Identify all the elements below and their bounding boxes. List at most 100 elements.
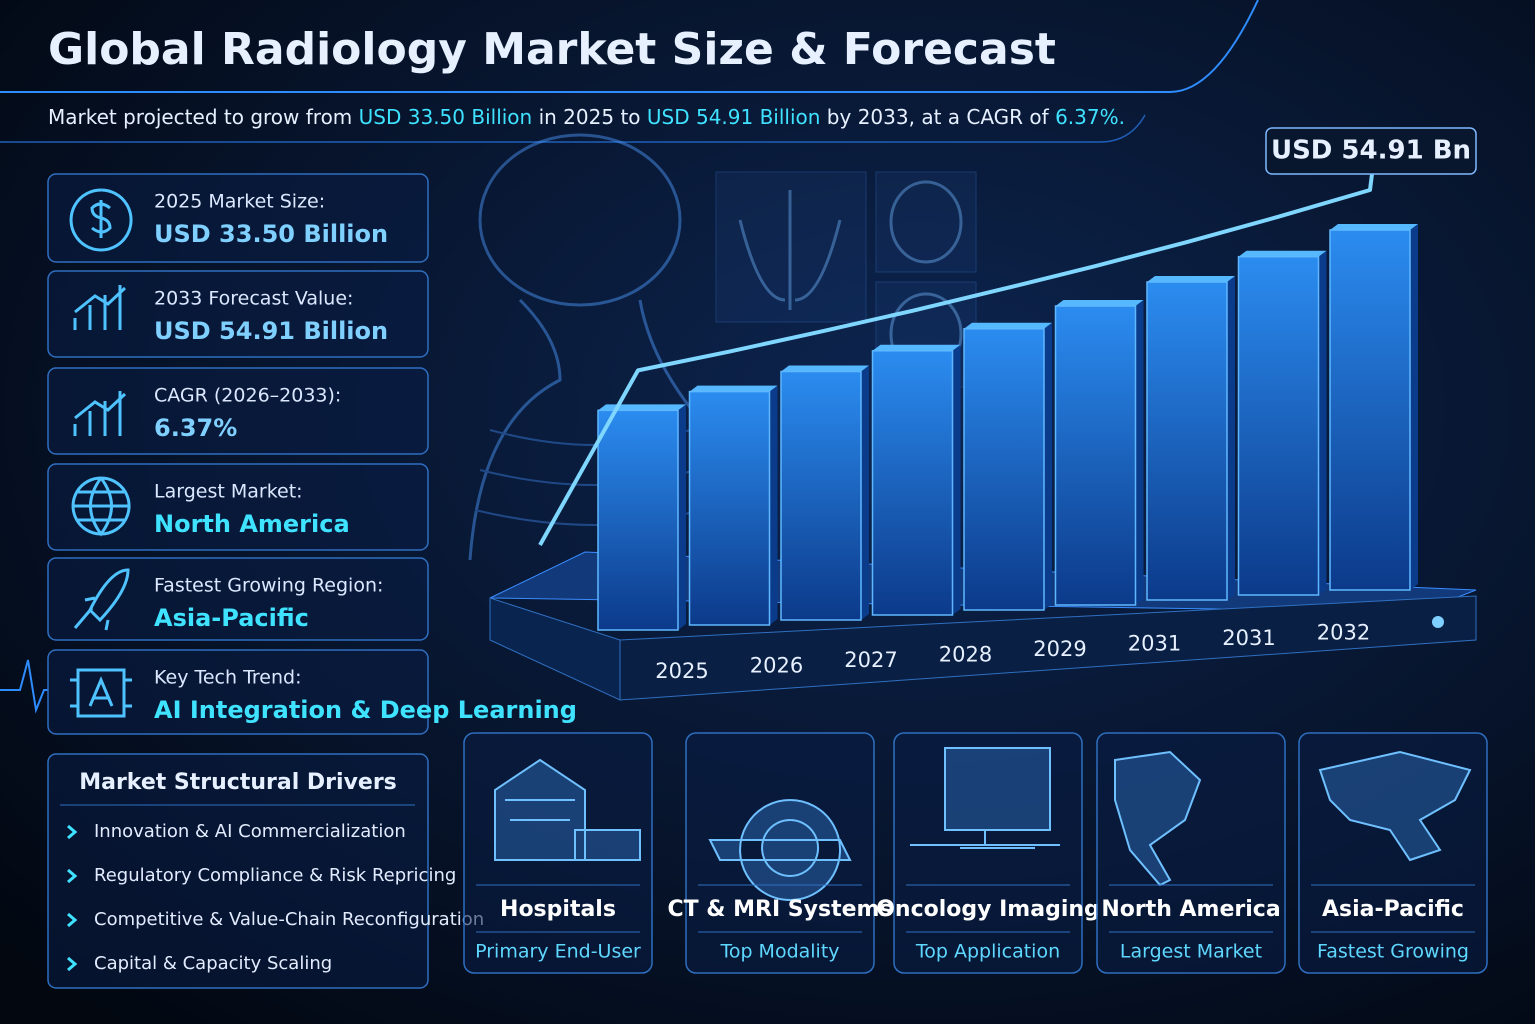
stat-label: Largest Market: (154, 481, 303, 503)
header-frame (0, 0, 1259, 93)
segments: Hospitals Primary End-User CT & MRI System… (463, 732, 1488, 974)
platform-face (619, 595, 1477, 701)
bar (963, 327, 1045, 611)
chevron (67, 824, 78, 840)
subtitle-part: USD 33.50 Billion (359, 105, 533, 129)
stat-card (47, 367, 429, 455)
stat-label: CAGR (2026–2033): (154, 385, 341, 407)
segment-illustration (910, 747, 1060, 849)
bar (1329, 229, 1411, 591)
stat-value: USD 54.91 Billion (154, 317, 388, 345)
growth-curve (538, 149, 1377, 546)
stat-card (47, 173, 429, 263)
bar-side (678, 404, 686, 630)
stat-icon (69, 188, 133, 252)
x-tick-dot (1432, 616, 1444, 628)
subtitle-frame (0, 114, 1146, 143)
driver-item: Competitive & Value-Chain Reconfiguratio… (94, 909, 484, 930)
bar-top (1055, 300, 1144, 307)
subtitle-part: in 2025 to (532, 105, 647, 129)
chevron (67, 912, 78, 928)
bar-top (781, 365, 869, 372)
bar (871, 350, 954, 616)
segment-subtitle: Primary End-User (475, 941, 641, 963)
title: Global Radiology Market Size & Forecast (48, 24, 1056, 75)
stat-icon (73, 285, 127, 330)
x-tick-label: 2031 (1222, 626, 1275, 650)
drivers-card (47, 753, 429, 989)
chevron (67, 956, 78, 972)
bar-top (964, 322, 1052, 329)
stat-icon (73, 391, 127, 436)
bar-top (598, 404, 686, 411)
x-tick-label: 2027 (844, 648, 897, 672)
stat-icon (73, 568, 130, 631)
x-tick-label: 2032 (1317, 621, 1370, 645)
stat-label: 2033 Forecast Value: (154, 288, 353, 310)
bar (780, 370, 862, 621)
segment-card (1096, 732, 1286, 974)
annotation: USD 54.91 Bn (1271, 136, 1471, 166)
segment-subtitle: Largest Market (1120, 941, 1262, 963)
annotation-box (1265, 127, 1477, 175)
stat-value: Asia-Pacific (154, 604, 309, 632)
stat-value: USD 33.50 Billion (154, 220, 388, 248)
segment-illustration (1318, 750, 1472, 862)
bar (1146, 281, 1228, 601)
stat-card (47, 463, 429, 551)
driver-item: Regulatory Compliance & Risk Repricing (94, 865, 456, 886)
stat-card (47, 557, 429, 641)
bar (597, 409, 679, 631)
subtitle-part: by 2033, at a CAGR of (820, 105, 1055, 129)
stat-card (47, 270, 429, 358)
stat-card (47, 649, 429, 735)
bar-top (872, 344, 961, 351)
bar-top (1147, 276, 1235, 283)
segment-card (685, 732, 875, 974)
stat-value: North America (154, 510, 350, 538)
x-tick-label: 2025 (655, 659, 708, 683)
segment-card (893, 732, 1083, 974)
bar-top (1238, 250, 1327, 257)
bar-top (1330, 224, 1418, 230)
drivers-panel: Market Structural Drivers Innovation & A… (47, 753, 484, 989)
segment-title: North America (1101, 897, 1280, 922)
bar-side (1135, 300, 1144, 605)
bar-side (1410, 224, 1418, 590)
stats-panel: 2025 Market Size: USD 33.50 Billion 2033 F… (47, 173, 577, 735)
segment-subtitle: Top Application (915, 941, 1060, 963)
stat-label: Fastest Growing Region: (154, 575, 383, 597)
segment-illustration (708, 799, 852, 901)
stat-icon (70, 668, 132, 718)
segment-illustration (494, 758, 641, 861)
x-tick-label: 2031 (1128, 632, 1181, 656)
segment-card (1298, 732, 1488, 974)
bar (1054, 305, 1137, 606)
x-tick-label: 2028 (939, 643, 992, 667)
stat-value: 6.37% (154, 414, 237, 442)
bar-side (769, 385, 778, 625)
stat-label: Key Tech Trend: (154, 667, 301, 689)
segment-title: Oncology Imaging (876, 897, 1100, 922)
subtitle-part: 6.37%. (1055, 105, 1125, 129)
segment-card (463, 732, 653, 974)
driver-item: Innovation & AI Commercialization (94, 821, 406, 842)
segment-title: Hospitals (500, 897, 616, 922)
segment-subtitle: Top Modality (719, 941, 839, 963)
bar (1237, 255, 1320, 596)
driver-item: Capital & Capacity Scaling (94, 953, 332, 974)
subtitle-part: USD 54.91 Billion (647, 105, 821, 129)
chevron (67, 868, 78, 884)
bar-side (1227, 276, 1235, 600)
x-tick-label: 2029 (1033, 637, 1086, 661)
x-tick-label: 2026 (750, 654, 803, 678)
segment-subtitle: Fastest Growing (1317, 941, 1469, 963)
segment-title: Asia-Pacific (1322, 897, 1464, 922)
bar-side (952, 344, 961, 615)
bar (688, 390, 771, 626)
pulse-line (0, 659, 48, 714)
bar-side (861, 365, 869, 620)
bar-top (689, 385, 778, 392)
